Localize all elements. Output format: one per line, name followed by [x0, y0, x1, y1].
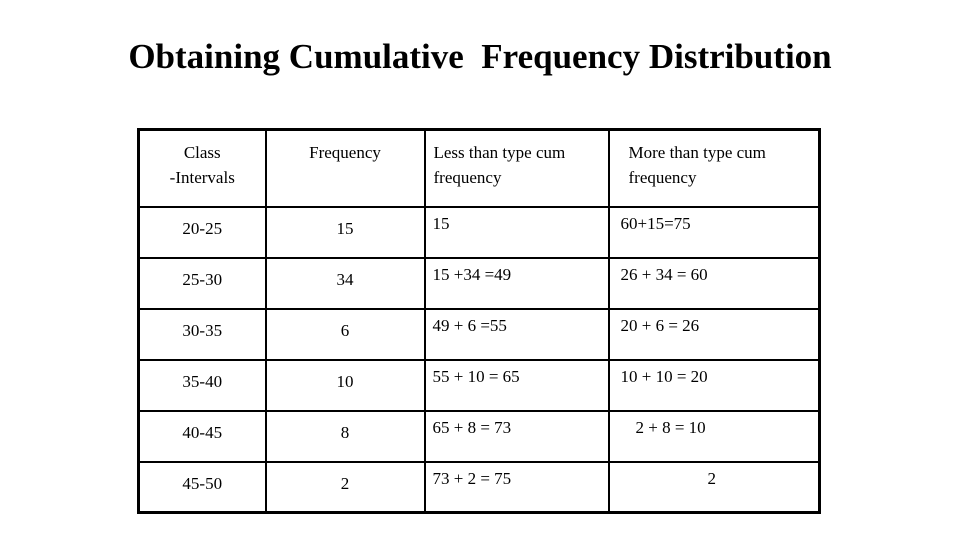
table-row: 35-40 10 55 + 10 = 65 10 + 10 = 20: [137, 358, 821, 412]
cell-more-than-cum: 20 + 6 = 26: [607, 307, 821, 361]
cell-more-than-cum: 2 + 8 = 10: [607, 409, 821, 463]
table-row: 20-25 15 15 60+15=75: [137, 205, 821, 259]
table-header-row: Class -Intervals Frequency Less than typ…: [137, 128, 821, 208]
cumulative-frequency-table: Class -Intervals Frequency Less than typ…: [137, 128, 821, 514]
table-row: 30-35 6 49 + 6 =55 20 + 6 = 26: [137, 307, 821, 361]
cell-frequency: 8: [264, 409, 426, 463]
cell-less-than-cum: 15 +34 =49: [423, 256, 610, 310]
table-row: 45-50 2 73 + 2 = 75 2: [137, 460, 821, 514]
cell-frequency: 2: [264, 460, 426, 514]
cell-frequency: 15: [264, 205, 426, 259]
table-row: 40-45 8 65 + 8 = 73 2 + 8 = 10: [137, 409, 821, 463]
cell-more-than-cum: 26 + 34 = 60: [607, 256, 821, 310]
cell-less-than-cum: 49 + 6 =55: [423, 307, 610, 361]
cell-frequency: 6: [264, 307, 426, 361]
header-cell-frequency: Frequency: [264, 128, 426, 208]
cell-more-than-cum: 10 + 10 = 20: [607, 358, 821, 412]
cell-class-interval: 35-40: [137, 358, 267, 412]
header-cell-more-than-cum-frequency: More than type cum frequency: [607, 128, 821, 208]
cell-class-interval: 30-35: [137, 307, 267, 361]
cell-class-interval: 40-45: [137, 409, 267, 463]
cell-more-than-cum: 60+15=75: [607, 205, 821, 259]
cell-frequency: 10: [264, 358, 426, 412]
slide-title: Obtaining Cumulative Frequency Distribut…: [128, 37, 832, 76]
cell-less-than-cum: 15: [423, 205, 610, 259]
header-cell-less-than-cum-frequency: Less than type cum frequency: [423, 128, 610, 208]
cell-less-than-cum: 55 + 10 = 65: [423, 358, 610, 412]
cell-less-than-cum: 73 + 2 = 75: [423, 460, 610, 514]
cell-class-interval: 45-50: [137, 460, 267, 514]
cell-frequency: 34: [264, 256, 426, 310]
cell-class-interval: 25-30: [137, 256, 267, 310]
header-cell-class-intervals: Class -Intervals: [137, 128, 267, 208]
cell-class-interval: 20-25: [137, 205, 267, 259]
cell-more-than-cum: 2: [607, 460, 821, 514]
cell-less-than-cum: 65 + 8 = 73: [423, 409, 610, 463]
table-row: 25-30 34 15 +34 =49 26 + 34 = 60: [137, 256, 821, 310]
